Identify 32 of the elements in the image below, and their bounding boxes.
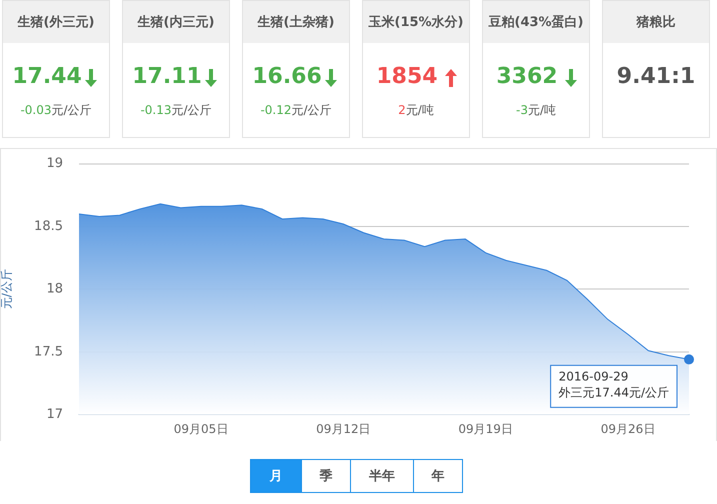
category-label: 生猪(外三元) [3, 1, 109, 43]
y-tick-label: 19 [46, 156, 63, 172]
y-tick-label: 18 [46, 282, 63, 297]
text: -0.12元/公斤 [260, 103, 332, 117]
text: 半年 [351, 459, 414, 493]
text: 年 [414, 459, 463, 493]
text: -3元/吨 [516, 103, 556, 117]
text: -0.13元/公斤 [140, 103, 212, 117]
y-tick-label: 17.5 [34, 344, 63, 360]
y-tick-label: 17 [46, 406, 63, 422]
x-tick-label: 09月12日 [316, 422, 371, 436]
text: 17.11 [132, 64, 203, 89]
y-axis-title: 元/公斤 [0, 269, 14, 310]
text: 季 [302, 459, 351, 493]
category-label: 猪粮比 [603, 1, 709, 43]
text: 月 [250, 459, 302, 493]
category-label: 生猪(内三元) [123, 1, 229, 43]
x-tick-label: 09月26日 [600, 422, 656, 436]
text: 2元/吨 [398, 103, 434, 117]
x-tick-label: 09月05日 [174, 422, 228, 436]
category-label: 玉米(15%水分) [363, 1, 469, 43]
category-label: 豆粕(43%蛋白) [483, 1, 589, 43]
text: 1854 [376, 64, 439, 89]
text: 16.66 [252, 64, 323, 89]
text: 9.41:1 [616, 64, 696, 89]
category-label: 生猪(土杂猪) [243, 1, 349, 43]
text: 17.44 [12, 64, 83, 89]
x-tick-label: 09月19日 [458, 422, 513, 436]
y-tick-label: 18.5 [34, 218, 63, 234]
text: 3362 [496, 64, 559, 89]
text: -0.03元/公斤 [20, 103, 92, 117]
annotation: 2016-09-29 外三元17.44元/公斤 [558, 370, 670, 400]
